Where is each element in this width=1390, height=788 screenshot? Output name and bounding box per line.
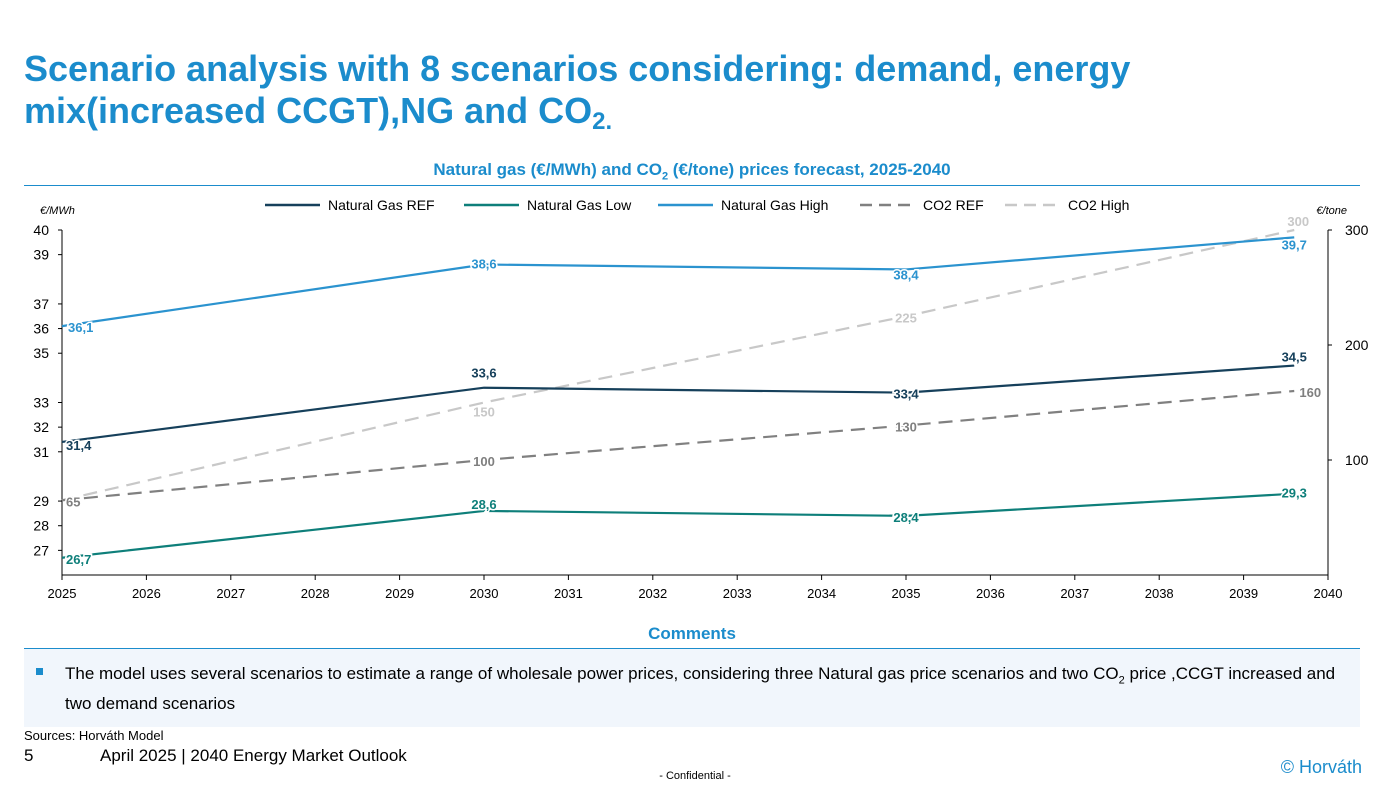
data-label: 39,7 <box>1282 237 1307 252</box>
data-label: 31,4 <box>66 438 92 453</box>
title-subscript: 2. <box>592 108 613 135</box>
x-tick-label: 2038 <box>1145 586 1174 601</box>
data-label: 36,1 <box>68 320 93 335</box>
legend-label: CO2 REF <box>923 197 984 213</box>
comments-heading: Comments <box>648 624 736 643</box>
y2-tick-label: 200 <box>1345 337 1369 353</box>
comment-text-post: price ,CCGT increased and two demand sce… <box>65 664 1336 714</box>
data-label: 33,6 <box>471 366 496 381</box>
data-label: 38,6 <box>471 257 496 272</box>
x-tick-label: 2031 <box>554 586 583 601</box>
x-tick-label: 2026 <box>132 586 161 601</box>
chart-title-post: (€/tone) prices forecast, 2025-2040 <box>668 160 951 179</box>
x-tick-label: 2033 <box>723 586 752 601</box>
x-tick-label: 2039 <box>1229 586 1258 601</box>
series-line <box>61 389 1295 502</box>
copyright: © Horváth <box>1280 757 1362 777</box>
y-tick-label: 29 <box>33 493 49 509</box>
data-label: 33,4 <box>893 387 919 402</box>
comment-text: The model uses several scenarios to esti… <box>65 662 1345 715</box>
y2-axis-unit-label: €/tone <box>1316 205 1347 217</box>
legend-label: Natural Gas REF <box>328 197 435 213</box>
data-label: 28,4 <box>893 510 919 525</box>
series-line <box>61 236 1295 328</box>
y-tick-label: 27 <box>33 542 49 558</box>
y-tick-label: 32 <box>33 419 49 435</box>
series-line <box>61 228 1295 502</box>
y-tick-label: 28 <box>33 518 49 534</box>
x-tick-label: 2035 <box>892 586 921 601</box>
x-tick-label: 2028 <box>301 586 330 601</box>
x-tick-label: 2029 <box>385 586 414 601</box>
x-tick-label: 2040 <box>1314 586 1343 601</box>
footer-title: April 2025 | 2040 Energy Market Outlook <box>100 746 407 765</box>
x-tick-label: 2032 <box>638 586 667 601</box>
data-label: 26,7 <box>66 552 91 567</box>
y-tick-label: 33 <box>33 395 49 411</box>
y-tick-label: 31 <box>33 444 49 460</box>
y-axis-unit-label: €/MWh <box>40 205 75 217</box>
chart-title-sub: 2 <box>661 170 669 183</box>
legend-label: CO2 High <box>1068 197 1129 213</box>
data-label: 100 <box>473 454 495 469</box>
chart-title: Natural gas (€/MWh) and CO2 (€/tone) pri… <box>24 160 1360 182</box>
data-label: 34,5 <box>1282 350 1307 365</box>
data-label: 130 <box>895 420 917 435</box>
x-tick-label: 2030 <box>470 586 499 601</box>
chart-title-pre: Natural gas (€/MWh) and CO <box>433 160 662 179</box>
comment-text-sub: 2 <box>1118 674 1125 687</box>
x-tick-label: 2025 <box>48 586 77 601</box>
bullet-icon <box>36 668 43 675</box>
data-label: 29,3 <box>1282 486 1307 501</box>
data-label: 65 <box>66 494 80 509</box>
data-label: 225 <box>895 310 917 325</box>
data-label: 300 <box>1287 214 1309 229</box>
data-label: 160 <box>1299 385 1321 400</box>
sources-note: Sources: Horváth Model <box>24 728 164 743</box>
y-tick-label: 39 <box>33 247 49 263</box>
legend-label: Natural Gas Low <box>527 197 632 213</box>
data-label: 150 <box>473 405 495 420</box>
y-tick-label: 35 <box>33 345 49 361</box>
confidential-note: - Confidential - <box>659 770 731 782</box>
chart-title-rule <box>24 185 1360 186</box>
data-label: 28,6 <box>471 497 496 512</box>
price-forecast-chart: 2025 2026 2027 2028 2029 2030 2031 2032 2033 2034… <box>33 197 1369 601</box>
x-tick-label: 2027 <box>216 586 245 601</box>
x-tick-label: 2034 <box>807 586 836 601</box>
comment-text-pre: The model uses several scenarios to esti… <box>65 664 1119 683</box>
legend-label: Natural Gas High <box>721 197 828 213</box>
y-tick-label: 36 <box>33 321 49 337</box>
x-tick-label: 2037 <box>1060 586 1089 601</box>
series-line <box>61 492 1295 559</box>
series-line <box>61 364 1295 444</box>
comments-box <box>24 649 1360 727</box>
y2-tick-label: 300 <box>1345 222 1369 238</box>
x-tick-label: 2036 <box>976 586 1005 601</box>
data-label: 38,4 <box>893 267 919 282</box>
page-number: 5 <box>24 746 34 765</box>
y-tick-label: 40 <box>33 222 49 238</box>
title-main: Scenario analysis with 8 scenarios consi… <box>24 48 1131 131</box>
y2-tick-label: 100 <box>1345 452 1369 468</box>
comments-rule <box>24 648 1360 649</box>
page-title: Scenario analysis with 8 scenarios consi… <box>24 48 1364 143</box>
y-tick-label: 37 <box>33 296 49 312</box>
